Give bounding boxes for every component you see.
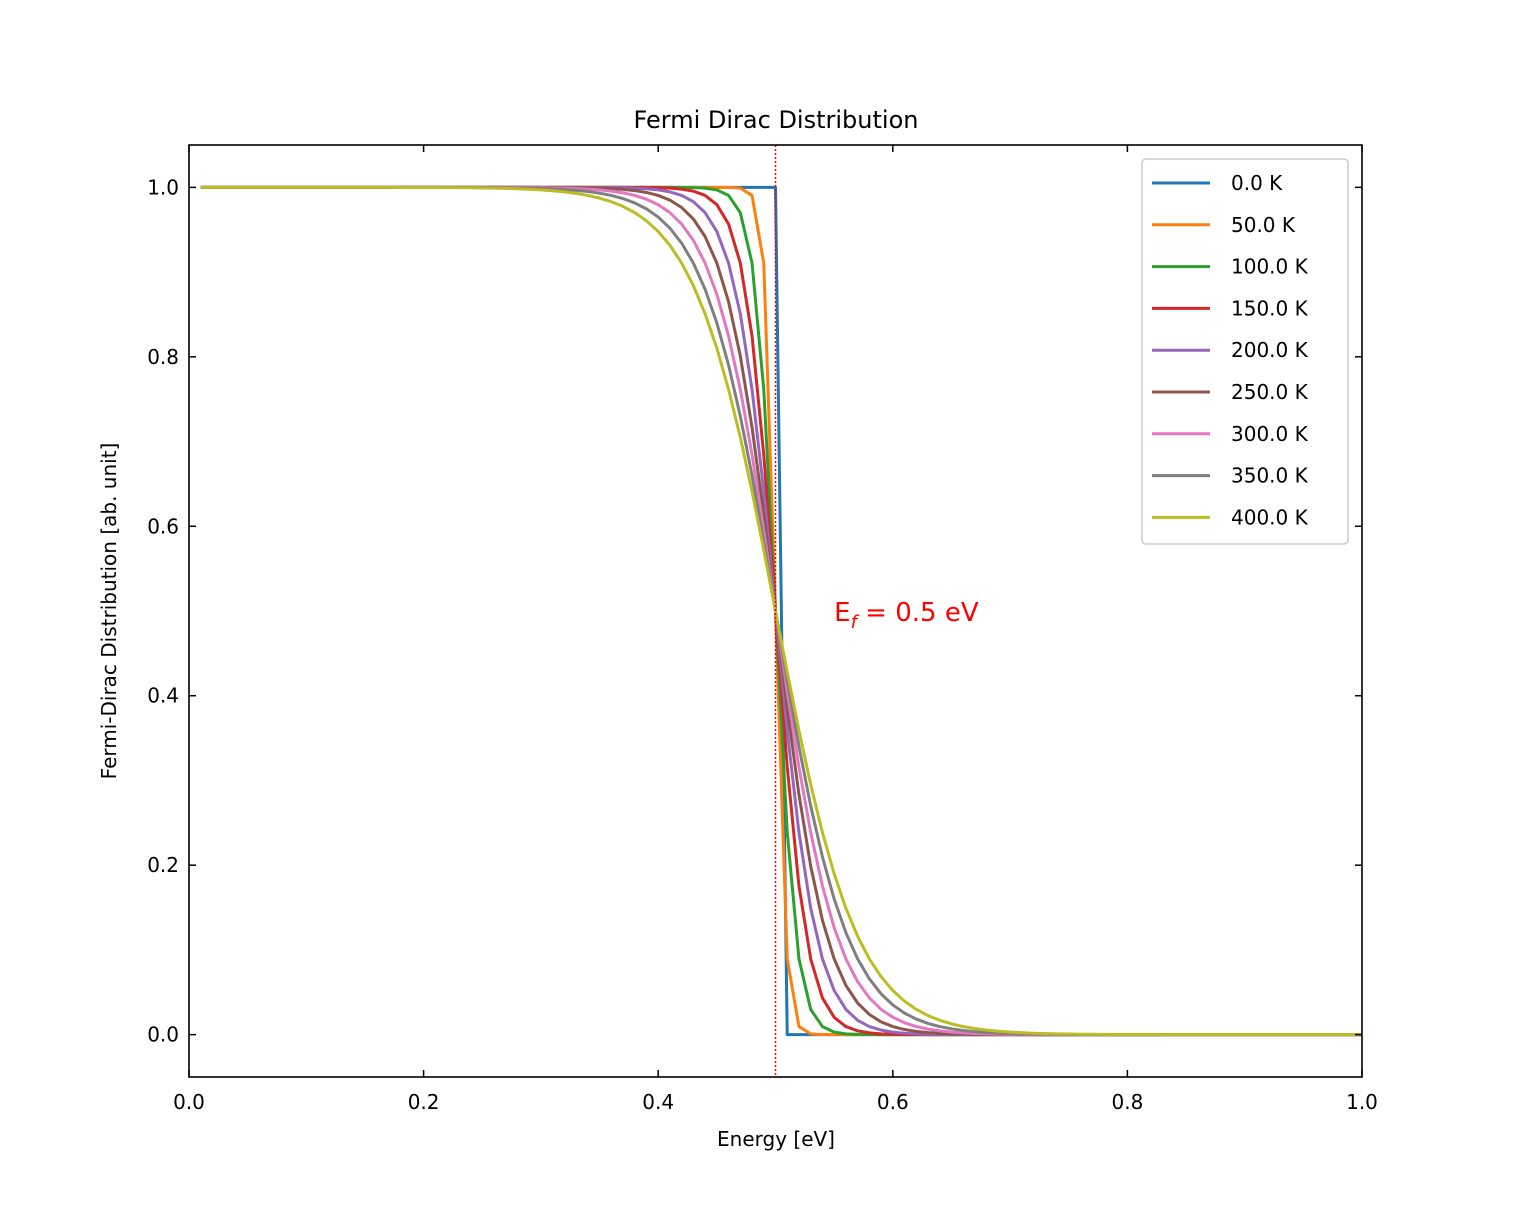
x-tick-label-0: 0.0 [173,1090,205,1114]
legend-box [1141,158,1349,545]
axes-frame [188,144,1363,1078]
legend-items: 0.0 K 50.0 K 100.0 K 150.0 K 200.0 K 250.0 K 3… [1152,171,1309,529]
x-tick-label-5: 1.0 [1346,1090,1378,1114]
annotation-rest: = 0.5 eV [857,598,979,628]
annotation-base: E [834,598,850,628]
y-tick-label-1: 0.2 [147,853,179,877]
y-tick-label-3: 0.6 [147,514,179,538]
legend: 0.0 K 50.0 K 100.0 K 150.0 K 200.0 K 250.0 K 3… [1141,158,1349,545]
legend-label-3: 150.0 K [1231,296,1309,320]
series-layer [200,185,1362,1037]
x-tick-label-2: 0.4 [642,1090,674,1114]
x-axis-label: Energy [eV] [717,1127,835,1151]
annotation-subscript: f [851,612,860,633]
legend-label-0: 0.0 K [1231,171,1283,195]
ticks-layer: 0.0 0.2 0.4 0.6 0.8 1.0 0.0 0.2 0.4 0.6 0.8 1.0 [147,145,1378,1114]
x-tick-label-1: 0.2 [408,1090,440,1114]
y-axis-label: Fermi-Dirac Distribution [ab. unit] [97,443,121,780]
y-tick-label-4: 0.8 [147,345,179,369]
legend-label-4: 200.0 K [1231,338,1309,362]
x-tick-label-4: 0.8 [1111,1090,1143,1114]
fermi-level-annotation: Ef = 0.5 eV [834,598,979,633]
y-tick-label-5: 1.0 [147,175,179,199]
legend-label-8: 400.0 K [1231,505,1309,529]
legend-label-5: 250.0 K [1231,380,1309,404]
y-tick-label-2: 0.4 [147,684,179,708]
x-tick-label-3: 0.6 [877,1090,909,1114]
legend-label-6: 300.0 K [1231,422,1309,446]
y-tick-label-0: 0.0 [147,1023,179,1047]
legend-label-2: 100.0 K [1231,255,1309,279]
legend-label-1: 50.0 K [1231,213,1296,237]
plot-area: Ef = 0.5 eV 0.0 0.2 0.4 0.6 0.8 1.00.00.20.40… [147,144,1378,1114]
legend-label-7: 350.0 K [1231,464,1309,488]
chart-title: Fermi Dirac Distribution [634,106,919,134]
series-line-8 [200,185,1362,1037]
